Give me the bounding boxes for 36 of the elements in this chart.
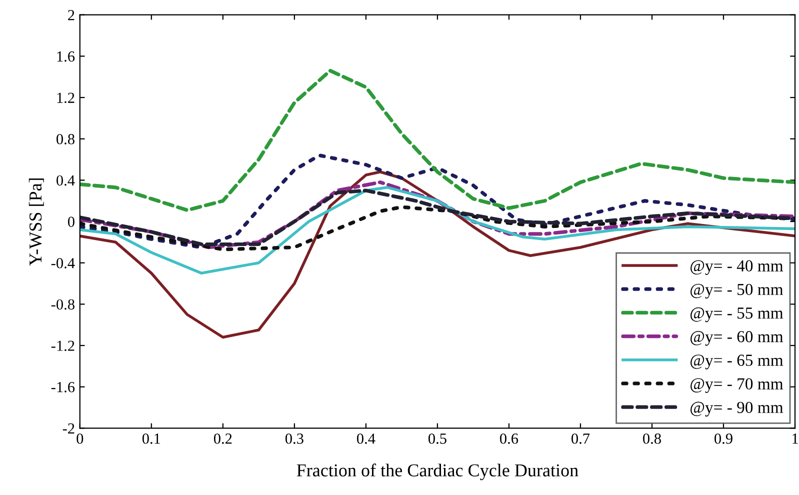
y-tick-label: -1.2	[51, 340, 74, 352]
y-tick-label: 1.6	[57, 51, 75, 62]
x-tick-label: 0.8	[643, 433, 661, 444]
x-tick-label: 0.6	[500, 433, 518, 444]
legend-label: @y= - 65 mm	[690, 354, 784, 370]
y-tick-label: -0.4	[51, 258, 75, 268]
x-tick-label: 0.2	[214, 433, 232, 444]
x-tick-label: 0	[76, 433, 84, 444]
legend-label: @y= - 70 mm	[690, 378, 784, 393]
line-series	[80, 188, 796, 246]
legend-label: @y= - 50 mm	[690, 284, 784, 299]
legend-label: @y= - 90 mm	[690, 402, 784, 417]
x-tick-label: 0.5	[428, 433, 446, 444]
y-tick-label: 0.4	[56, 175, 75, 186]
y-tick-label: 1.2	[57, 92, 74, 104]
x-tick-label: 0.4	[356, 433, 376, 444]
line-series	[80, 154, 796, 250]
line-series	[80, 68, 796, 212]
x-tick-label: 0.3	[285, 433, 304, 444]
x-tick-label: 0.1	[142, 433, 160, 444]
x-tick-label: 0.9	[714, 433, 732, 444]
y-tick-label: 2	[68, 10, 74, 20]
y-tick-label: 0	[68, 216, 74, 227]
y-tick-label: 0.8	[56, 134, 74, 144]
y-axis-title: Y-WSS [Pa]	[28, 178, 44, 266]
line-series	[80, 180, 796, 250]
y-tick-label: -2	[62, 423, 74, 434]
x-axis-title: Fraction of the Cardiac Cycle Duration	[296, 464, 578, 480]
line-series	[80, 186, 796, 275]
legend-label: @y= - 55 mm	[690, 307, 784, 322]
legend-label: @y= - 60 mm	[690, 331, 784, 346]
x-tick-label: 0.7	[572, 433, 590, 444]
y-tick-label: -0.8	[51, 299, 74, 310]
x-tick-label: 1	[792, 434, 798, 444]
legend-label: @y= - 40 mm	[690, 260, 784, 275]
y-tick-label: -1.6	[51, 382, 75, 392]
